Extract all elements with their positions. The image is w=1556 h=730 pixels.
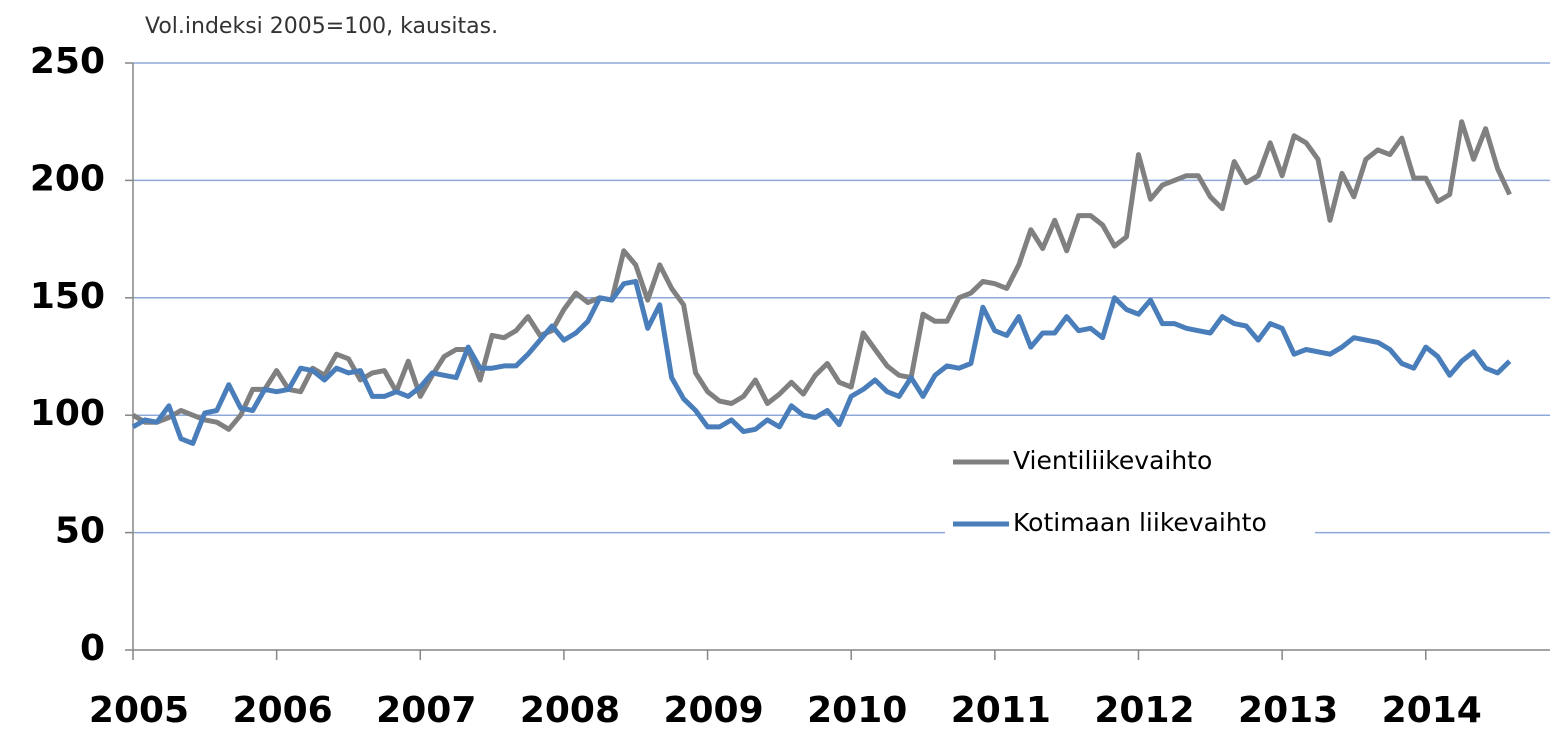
y-tick-label: 50 xyxy=(55,511,105,552)
y-tick-label: 150 xyxy=(30,276,105,317)
x-tick-label: 2013 xyxy=(1238,690,1338,730)
x-tick-label: 2007 xyxy=(376,690,476,730)
x-tick-label: 2011 xyxy=(951,690,1051,730)
legend-label: Kotimaan liikevaihto xyxy=(1013,508,1267,537)
x-tick-label: 2005 xyxy=(89,690,189,730)
y-tick-label: 0 xyxy=(80,628,105,669)
x-tick-label: 2010 xyxy=(807,690,907,730)
y-tick-label: 250 xyxy=(30,41,105,82)
series-line xyxy=(131,278,1512,446)
x-tick-label: 2014 xyxy=(1382,690,1482,730)
legend-label: Vientiliikevaihto xyxy=(1013,446,1212,475)
x-tick-label: 2008 xyxy=(520,690,620,730)
x-tick-label: 2009 xyxy=(663,690,763,730)
chart-title: Vol.indeksi 2005=100, kausitas. xyxy=(145,14,498,39)
y-tick-label: 200 xyxy=(30,158,105,199)
x-tick-label: 2006 xyxy=(233,690,333,730)
y-tick-label: 100 xyxy=(30,393,105,434)
x-tick-label: 2012 xyxy=(1094,690,1194,730)
series-line xyxy=(131,119,1512,432)
